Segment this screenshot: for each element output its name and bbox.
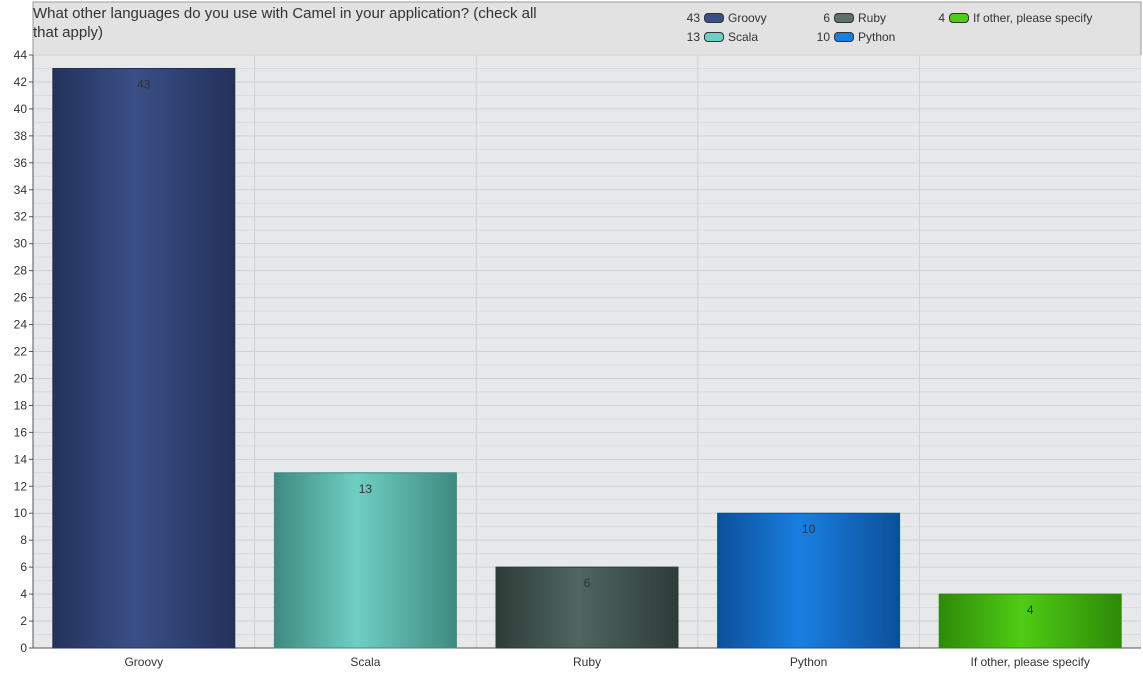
y-tick-label: 0 [20, 641, 27, 655]
legend-item: 10 Python [810, 30, 896, 44]
x-tick-label: Python [790, 655, 827, 669]
legend-label: Scala [728, 30, 759, 44]
x-tick-label: Ruby [573, 655, 601, 669]
bar-value-label: 6 [584, 576, 591, 590]
y-tick-label: 14 [14, 452, 28, 466]
legend-count: 10 [816, 30, 830, 44]
y-tick-label: 36 [14, 156, 28, 170]
bars: 43 13 6 10 4 [52, 67, 1122, 649]
legend-label: Python [858, 30, 896, 44]
y-tick-label: 40 [14, 102, 28, 116]
y-tick-label: 12 [14, 479, 28, 493]
bar-scala [273, 472, 457, 649]
y-axis-ticks: 0246810121416182022242628303234363840424… [14, 48, 33, 655]
x-tick-label: Groovy [124, 655, 163, 669]
legend-label: Groovy [728, 11, 767, 25]
bar-python [717, 512, 901, 649]
bar-groovy [52, 67, 236, 649]
legend-swatch [834, 13, 854, 23]
bar-if-other-please-specify [938, 593, 1122, 649]
y-tick-label: 26 [14, 291, 28, 305]
chart-title-line-1: What other languages do you use with Cam… [33, 5, 537, 22]
legend-label: If other, please specify [973, 11, 1093, 25]
legend-swatch [949, 13, 969, 23]
y-tick-label: 28 [14, 264, 28, 278]
title-header-area [32, 1, 1142, 56]
chart-title: What other languages do you use with Cam… [33, 4, 673, 52]
x-tick-label: If other, please specify [970, 655, 1089, 669]
legend-count: 43 [686, 11, 700, 25]
x-tick-label: Scala [350, 655, 380, 669]
y-tick-label: 30 [14, 237, 28, 251]
y-tick-label: 34 [14, 183, 28, 197]
y-tick-label: 44 [14, 48, 28, 62]
y-tick-label: 20 [14, 371, 28, 385]
bar-value-label: 43 [137, 77, 151, 91]
y-tick-label: 38 [14, 129, 28, 143]
legend-count: 4 [938, 11, 945, 25]
x-axis-ticks: Groovy Scala Ruby Python If other, please sp… [124, 655, 1089, 669]
y-tick-label: 42 [14, 75, 28, 89]
bar-value-label: 13 [359, 482, 373, 496]
bar-value-label: 4 [1027, 603, 1034, 617]
y-tick-label: 18 [14, 398, 28, 412]
legend-item: 43 Groovy [680, 11, 767, 25]
legend-item: 4 If other, please specify [925, 11, 1092, 25]
legend-swatch [704, 32, 724, 42]
y-tick-label: 22 [14, 345, 28, 359]
legend-count: 13 [686, 30, 700, 44]
y-tick-label: 6 [20, 560, 27, 574]
legend-count: 6 [823, 11, 830, 25]
legend-label: Ruby [858, 11, 887, 25]
bar-ruby [495, 566, 679, 649]
legend-swatch [834, 32, 854, 42]
y-tick-label: 24 [14, 318, 28, 332]
y-tick-label: 10 [14, 506, 28, 520]
y-tick-label: 16 [14, 425, 28, 439]
y-tick-label: 4 [20, 587, 27, 601]
chart-title-line-2: that apply) [33, 24, 104, 41]
y-tick-label: 8 [20, 533, 27, 547]
legend-swatch [704, 13, 724, 23]
y-tick-label: 32 [14, 210, 28, 224]
legend-item: 13 Scala [680, 30, 758, 44]
legend-item: 6 Ruby [810, 11, 886, 25]
y-tick-label: 2 [20, 614, 27, 628]
bar-value-label: 10 [802, 522, 816, 536]
